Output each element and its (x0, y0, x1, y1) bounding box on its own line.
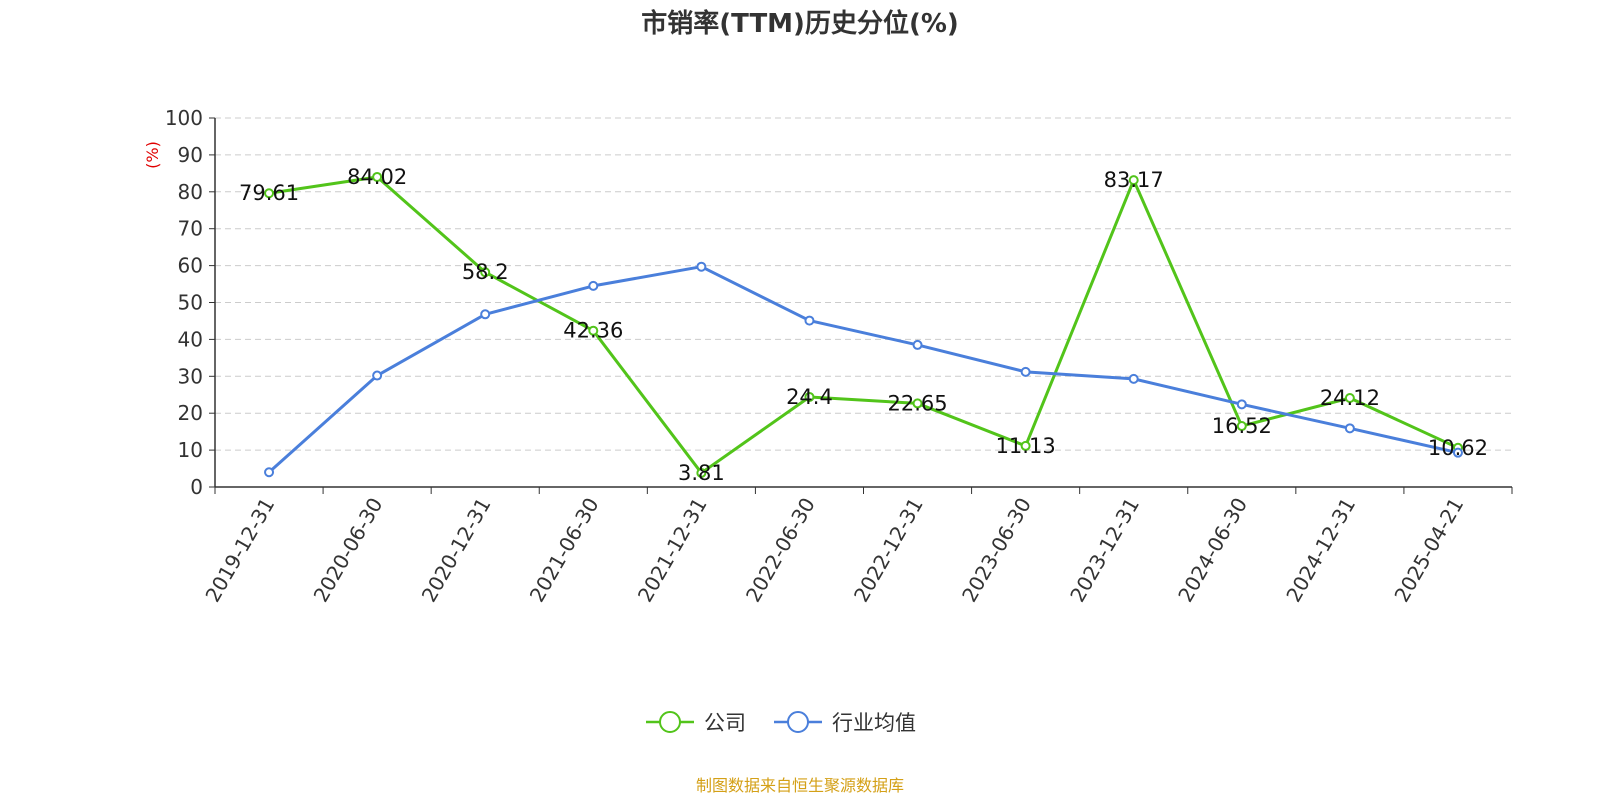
x-tick-label: 2021-06-30 (525, 494, 604, 607)
data-point (588, 325, 599, 336)
data-point (1236, 399, 1247, 410)
y-tick-label: 100 (165, 106, 203, 130)
data-label: 58.2 (462, 260, 509, 284)
x-tick-label: 2019-12-31 (200, 494, 279, 607)
legend-item-1[interactable]: 行业均值 (774, 711, 916, 735)
data-label: 24.4 (786, 385, 833, 409)
data-point (480, 267, 491, 278)
y-tick-label: 60 (178, 254, 203, 278)
data-point (264, 467, 275, 478)
x-tick-label: 2020-06-30 (309, 494, 388, 607)
legend-label: 行业均值 (832, 711, 916, 735)
data-point (696, 467, 707, 478)
data-label: 16.52 (1212, 414, 1272, 438)
data-label: 10.62 (1428, 436, 1488, 460)
data-point (1344, 392, 1355, 403)
source-note: 制图数据来自恒生聚源数据库 (696, 776, 904, 795)
x-tick-label: 2024-06-30 (1173, 494, 1252, 607)
series-lines (264, 171, 1463, 478)
x-tick-label: 2023-06-30 (957, 494, 1036, 607)
x-tick-label: 2024-12-31 (1281, 494, 1360, 607)
data-labels: 79.61 84.02 58.2 42.36 3.81 24.4 22.65 11.13 83.… (239, 165, 1488, 485)
data-label: 22.65 (887, 391, 947, 415)
data-point (912, 398, 923, 409)
y-tick-label: 20 (178, 401, 203, 425)
data-point (1020, 366, 1031, 377)
x-tick-label: 2021-12-31 (633, 494, 712, 607)
y-axis-label: (%) (143, 141, 162, 169)
y-tick-label: 0 (190, 475, 203, 499)
x-tick-label: 2020-12-31 (417, 494, 496, 607)
series-line-1 (268, 265, 1459, 474)
data-point (1236, 421, 1247, 432)
legend-marker (787, 711, 809, 733)
data-label: 79.61 (239, 181, 299, 205)
data-point (804, 315, 815, 326)
legend-marker (659, 711, 681, 733)
data-label: 3.81 (678, 461, 725, 485)
data-label: 24.12 (1320, 386, 1380, 410)
data-label: 42.36 (563, 319, 623, 343)
data-point (804, 391, 815, 402)
legend-label: 公司 (704, 711, 746, 735)
y-tick-label: 30 (178, 364, 203, 388)
data-point (588, 280, 599, 291)
x-tick-label: 2022-06-30 (741, 494, 820, 607)
data-point (1344, 423, 1355, 434)
chart-title: 市销率(TTM)历史分位(%) (641, 8, 959, 39)
data-point (480, 309, 491, 320)
data-point (1128, 373, 1139, 384)
y-tick-label: 70 (178, 217, 203, 241)
y-tick-label: 50 (178, 291, 203, 315)
data-point (1128, 175, 1139, 186)
data-point (696, 261, 707, 272)
data-point (1452, 447, 1463, 458)
y-tick-label: 10 (178, 438, 203, 462)
data-point (372, 171, 383, 182)
data-point (912, 339, 923, 350)
data-point (1020, 440, 1031, 451)
x-tick-label: 2025-04-21 (1389, 494, 1468, 607)
data-point (372, 370, 383, 381)
legend[interactable]: 公司 行业均值 (646, 711, 916, 735)
data-label: 84.02 (347, 165, 407, 189)
data-label: 11.13 (996, 434, 1056, 458)
legend-item-0[interactable]: 公司 (646, 711, 746, 735)
x-tick-label: 2022-12-31 (849, 494, 928, 607)
data-label: 83.17 (1104, 168, 1164, 192)
y-tick-label: 90 (178, 143, 203, 167)
y-tick-label: 80 (178, 180, 203, 204)
x-tick-label: 2023-12-31 (1065, 494, 1144, 607)
y-tick-label: 40 (178, 327, 203, 351)
data-point (264, 188, 275, 199)
series-line-0 (268, 175, 1459, 475)
